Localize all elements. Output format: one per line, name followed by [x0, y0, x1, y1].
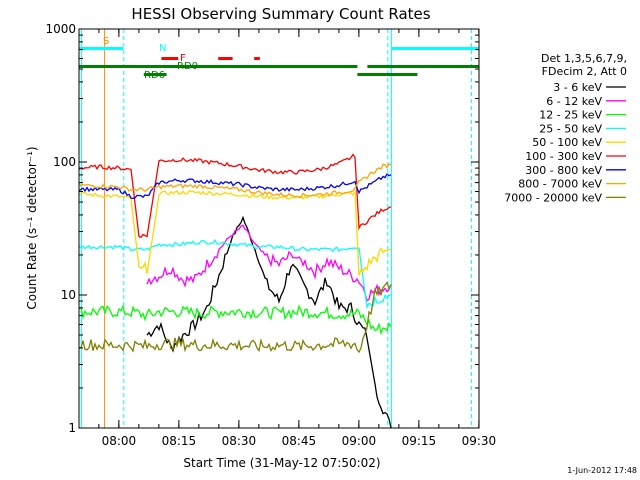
x-tick-label: 08:45	[282, 434, 317, 448]
series-line-4	[78, 189, 392, 276]
legend-entry-label: 12 - 25 keV	[539, 109, 602, 122]
legend-entry-label: 25 - 50 keV	[539, 122, 602, 135]
flag-bar-rd6	[357, 73, 418, 76]
flag-label-rd6: RD6	[144, 70, 165, 81]
x-tick-label: 08:00	[102, 434, 137, 448]
timestamp: 1-Jun-2012 17:48	[567, 466, 637, 475]
legend-header-line: FDecim 2, Att 0	[542, 65, 627, 78]
flag-bar-rd0	[79, 65, 358, 68]
y-tick-label: 100	[53, 155, 76, 169]
x-tick-label: 08:15	[162, 434, 197, 448]
x-tick-label: 09:15	[402, 434, 437, 448]
series-line-8	[78, 281, 392, 354]
x-tick-label: 09:30	[462, 434, 497, 448]
flag-bar-n	[79, 47, 124, 50]
flag-label-s: S	[103, 36, 109, 47]
x-tick-label: 08:30	[222, 434, 257, 448]
legend-entry-label: 300 - 800 keV	[525, 164, 602, 177]
plot-frame	[78, 28, 480, 429]
legend-header-line: Det 1,3,5,6,7,9,	[541, 52, 627, 65]
series-line-3	[78, 238, 392, 310]
y-axis-label: Count Rate (s⁻¹ detector⁻¹)	[25, 146, 39, 309]
legend: Det 1,3,5,6,7,9,FDecim 2, Att 0 3 - 6 keV…	[504, 52, 627, 204]
plot-area	[80, 29, 472, 428]
flag-bar-f	[218, 57, 233, 60]
y-tick-label: 10	[61, 288, 76, 302]
axes: 08:00 08:15 08:30 08:45 09:00 09:15 09:30 1 10 10…	[45, 22, 496, 448]
y-tick-label: 1	[68, 421, 76, 435]
flag-bar-n	[391, 47, 479, 50]
legend-entry-label: 50 - 100 keV	[532, 136, 602, 149]
flag-label-n: N	[159, 43, 166, 54]
series-line-2	[78, 304, 392, 336]
x-tick-label: 09:00	[342, 434, 377, 448]
series-line-5	[78, 153, 392, 239]
flag-bar-rd0	[367, 65, 479, 68]
legend-entry-label: 100 - 300 keV	[525, 150, 602, 163]
flag-label-f: F	[180, 53, 186, 64]
legend-entry-label: 800 - 7000 keV	[518, 178, 602, 191]
flag-bar-rd6	[143, 73, 167, 76]
legend-entry-label: 3 - 6 keV	[553, 81, 602, 94]
legend-entry-label: 6 - 12 keV	[546, 95, 602, 108]
x-axis-label: Start Time (31-May-12 07:50:02)	[183, 456, 380, 470]
flag-bar-f	[161, 57, 179, 60]
series-line-0	[146, 215, 392, 429]
flag-bar-f	[254, 57, 260, 60]
flag-label-rd0: RD0	[177, 61, 198, 72]
series-layer	[78, 153, 392, 429]
legend-entry-label: 7000 - 20000 keV	[504, 191, 602, 204]
y-tick-label: 1000	[45, 22, 76, 36]
series-line-7	[78, 163, 392, 199]
series-line-1	[146, 224, 392, 302]
series-line-6	[78, 173, 392, 200]
chart-title: HESSI Observing Summary Count Rates	[131, 5, 430, 23]
